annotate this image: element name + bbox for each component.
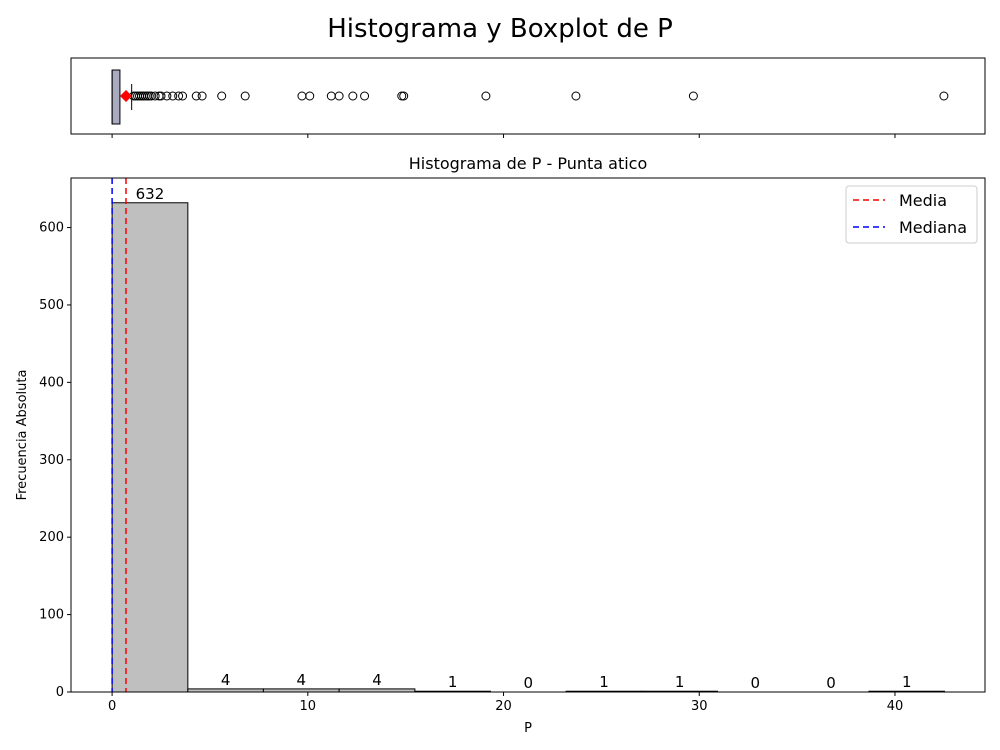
boxplot-outlier bbox=[197, 91, 207, 101]
boxplot-outlier bbox=[191, 91, 201, 101]
x-tick-label: 40 bbox=[887, 699, 904, 714]
boxplot-outlier bbox=[178, 91, 188, 101]
boxplot-outlier bbox=[399, 91, 409, 101]
boxplot-outlier bbox=[162, 91, 172, 101]
x-tick-label: 30 bbox=[691, 699, 708, 714]
y-tick-label: 100 bbox=[39, 608, 64, 623]
histogram-bar-label: 1 bbox=[902, 673, 912, 691]
boxplot-outlier bbox=[150, 91, 160, 101]
x-tick-label: 10 bbox=[300, 699, 317, 714]
legend-label: Media bbox=[899, 191, 947, 210]
histogram-bar-label: 0 bbox=[826, 674, 836, 692]
boxplot-box bbox=[111, 69, 121, 125]
boxplot-outlier bbox=[939, 91, 949, 101]
boxplot-outlier bbox=[688, 91, 698, 101]
histogram-bar-label: 1 bbox=[448, 673, 458, 691]
legend: Media Mediana bbox=[845, 185, 978, 244]
boxplot-outlier bbox=[168, 91, 178, 101]
boxplot-frame bbox=[70, 57, 986, 135]
boxplot-outlier bbox=[481, 91, 491, 101]
histogram-bar-label: 4 bbox=[296, 671, 306, 689]
histogram-bar-label: 4 bbox=[221, 671, 231, 689]
boxplot-outlier bbox=[348, 91, 358, 101]
boxplot-outlier bbox=[174, 91, 184, 101]
histogram-background bbox=[71, 178, 985, 692]
histogram-bar-label: 1 bbox=[599, 673, 609, 691]
boxplot-mean-marker bbox=[119, 90, 132, 102]
y-tick-label: 300 bbox=[39, 453, 64, 468]
y-tick-label: 500 bbox=[39, 298, 64, 313]
boxplot-outlier bbox=[217, 91, 227, 101]
histogram-bar-label: 0 bbox=[524, 674, 534, 692]
x-axis-label: P bbox=[524, 721, 532, 736]
x-tick-label: 0 bbox=[108, 699, 116, 714]
histogram-bar-label: 632 bbox=[136, 185, 165, 203]
boxplot-panel bbox=[70, 57, 986, 138]
boxplot-outlier bbox=[571, 91, 581, 101]
figure-title: Histograma y Boxplot de P bbox=[327, 14, 673, 44]
histogram-title: Histograma de P - Punta atico bbox=[409, 154, 648, 173]
y-tick-label: 0 bbox=[56, 685, 64, 700]
boxplot-outlier bbox=[240, 91, 250, 101]
histogram-bar-label: 0 bbox=[751, 674, 761, 692]
x-tick-label: 20 bbox=[495, 699, 512, 714]
y-tick-label: 400 bbox=[39, 375, 64, 390]
histogram-bar-label: 1 bbox=[675, 673, 685, 691]
boxplot-outlier bbox=[334, 91, 344, 101]
y-axis-label: Frecuencia Absoluta bbox=[15, 370, 30, 501]
histogram-bar-label: 4 bbox=[372, 671, 382, 689]
boxplot-outlier bbox=[360, 91, 370, 101]
histogram-frame bbox=[70, 177, 986, 693]
y-tick-label: 600 bbox=[39, 221, 64, 236]
legend-label: Mediana bbox=[899, 218, 967, 237]
boxplot-outlier bbox=[156, 91, 166, 101]
boxplot-outlier bbox=[305, 91, 315, 101]
y-tick-label: 200 bbox=[39, 530, 64, 545]
histogram-bar bbox=[111, 202, 189, 693]
